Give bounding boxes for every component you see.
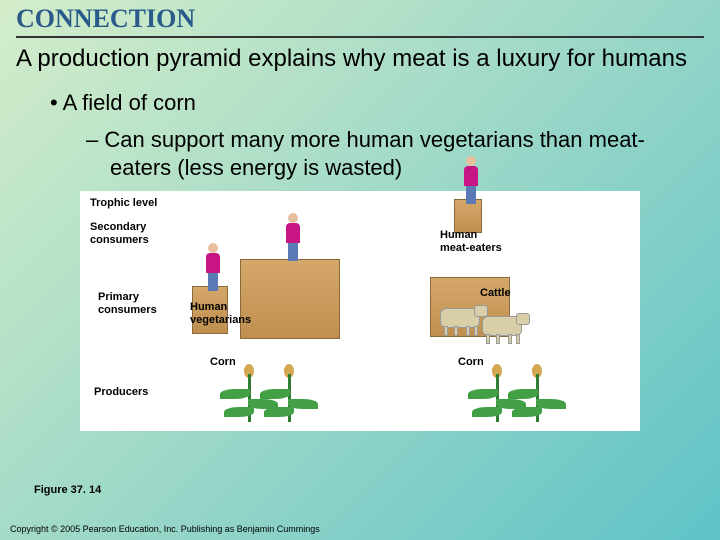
label-primary: Primary consumers [98,291,157,316]
figure-caption: Figure 37. 14 [34,484,101,496]
bullet-level-2: Can support many more human vegetarians … [0,126,720,191]
cow-icon [440,303,484,333]
slide-subtitle: A production pyramid explains why meat i… [0,44,720,84]
block-right-top [454,199,482,233]
label-human-meat: Human meat-eaters [440,229,502,254]
label-producers: Producers [94,386,148,399]
block-left-large [240,259,340,339]
label-cattle: Cattle [480,287,511,300]
trophic-diagram: Trophic level Secondary consumers Primar… [80,191,640,431]
corn-icon [260,369,320,424]
person-icon [460,156,482,204]
divider [16,36,704,38]
person-icon [282,213,304,261]
copyright-text: Copyright © 2005 Pearson Education, Inc.… [10,524,320,534]
bullet-level-1: A field of corn [0,84,720,126]
person-icon [202,243,224,291]
slide-header: CONNECTION [0,0,720,34]
cow-icon [482,311,526,341]
label-corn-right: Corn [458,356,484,369]
label-human-veg: Human vegetarians [190,301,251,326]
label-secondary: Secondary consumers [90,221,149,246]
label-corn-left: Corn [210,356,236,369]
trophic-title: Trophic level [90,197,157,210]
corn-icon [508,369,568,424]
